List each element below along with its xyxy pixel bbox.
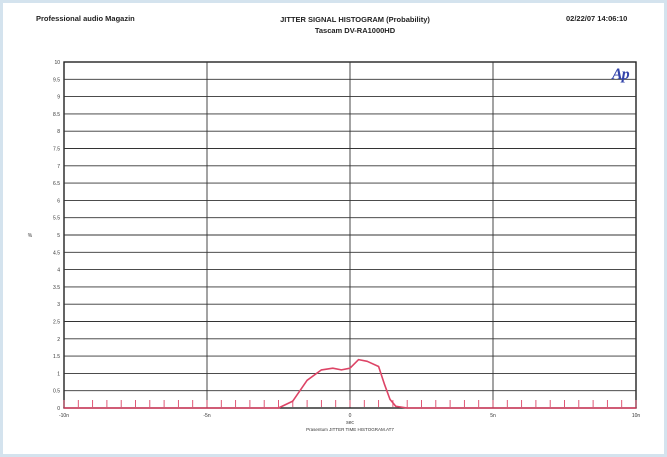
ap-logo: Ap <box>612 66 630 83</box>
y-tick-label: 6 <box>57 198 60 204</box>
publisher-label: Professional audio Magazin <box>36 14 135 23</box>
data-point <box>406 407 408 409</box>
y-axis-label: % <box>28 233 33 239</box>
timestamp-label: 02/22/07 14:06:10 <box>566 14 628 23</box>
data-point <box>366 360 368 362</box>
y-tick-label: 0.5 <box>53 389 60 395</box>
y-tick-label: 3.5 <box>53 285 60 291</box>
y-tick-label: 9 <box>57 95 60 101</box>
y-tick-label: 0 <box>57 406 60 412</box>
data-point <box>378 365 380 368</box>
y-tick-label: 5 <box>57 233 60 239</box>
y-tick-label: 1 <box>57 371 60 377</box>
y-tick-label: 9.5 <box>53 77 60 83</box>
data-point <box>420 407 423 409</box>
data-point <box>349 367 351 369</box>
x-tick-label: 0 <box>349 413 352 419</box>
y-tick-label: 2 <box>57 337 60 343</box>
y-tick-label: 8.5 <box>53 112 60 118</box>
y-tick-label: 7 <box>57 164 60 170</box>
y-tick-label: 10 <box>54 60 60 66</box>
chart-title: JITTER SIGNAL HISTOGRAM (Probability) <box>280 15 430 24</box>
data-point <box>63 407 65 409</box>
y-tick-label: 5.5 <box>53 216 60 222</box>
chart-subtitle: Tascam DV-RA1000HD <box>314 26 396 35</box>
footer-label: Prasentum JITTER TIME HISTOGRAM.AT7 <box>306 427 394 432</box>
y-tick-label: 3 <box>57 302 60 308</box>
data-point <box>357 358 360 361</box>
data-point <box>320 369 322 371</box>
x-tick-label: -5n <box>203 413 210 419</box>
data-point <box>332 367 334 369</box>
data-point <box>389 398 391 400</box>
data-point <box>292 400 294 402</box>
y-tick-label: 6.5 <box>53 181 60 187</box>
data-point <box>277 407 280 409</box>
y-tick-label: 4.5 <box>53 250 60 256</box>
x-tick-label: 10n <box>632 413 641 419</box>
y-tick-label: 1.5 <box>53 354 60 360</box>
data-point <box>395 405 397 407</box>
data-point <box>340 369 343 371</box>
y-tick-label: 4 <box>57 268 60 274</box>
chart-title-block: JITTER SIGNAL HISTOGRAM (Probability) Ta… <box>200 14 510 36</box>
x-tick-label: 5n <box>490 413 496 419</box>
x-tick-label: -10n <box>59 413 69 419</box>
data-point <box>635 407 637 409</box>
data-point <box>383 383 385 385</box>
y-tick-label: 8 <box>57 129 60 135</box>
y-tick-label: 2.5 <box>53 320 60 326</box>
x-axis-label: sec <box>346 420 354 426</box>
data-point <box>306 379 308 381</box>
y-tick-label: 7.5 <box>53 147 60 153</box>
